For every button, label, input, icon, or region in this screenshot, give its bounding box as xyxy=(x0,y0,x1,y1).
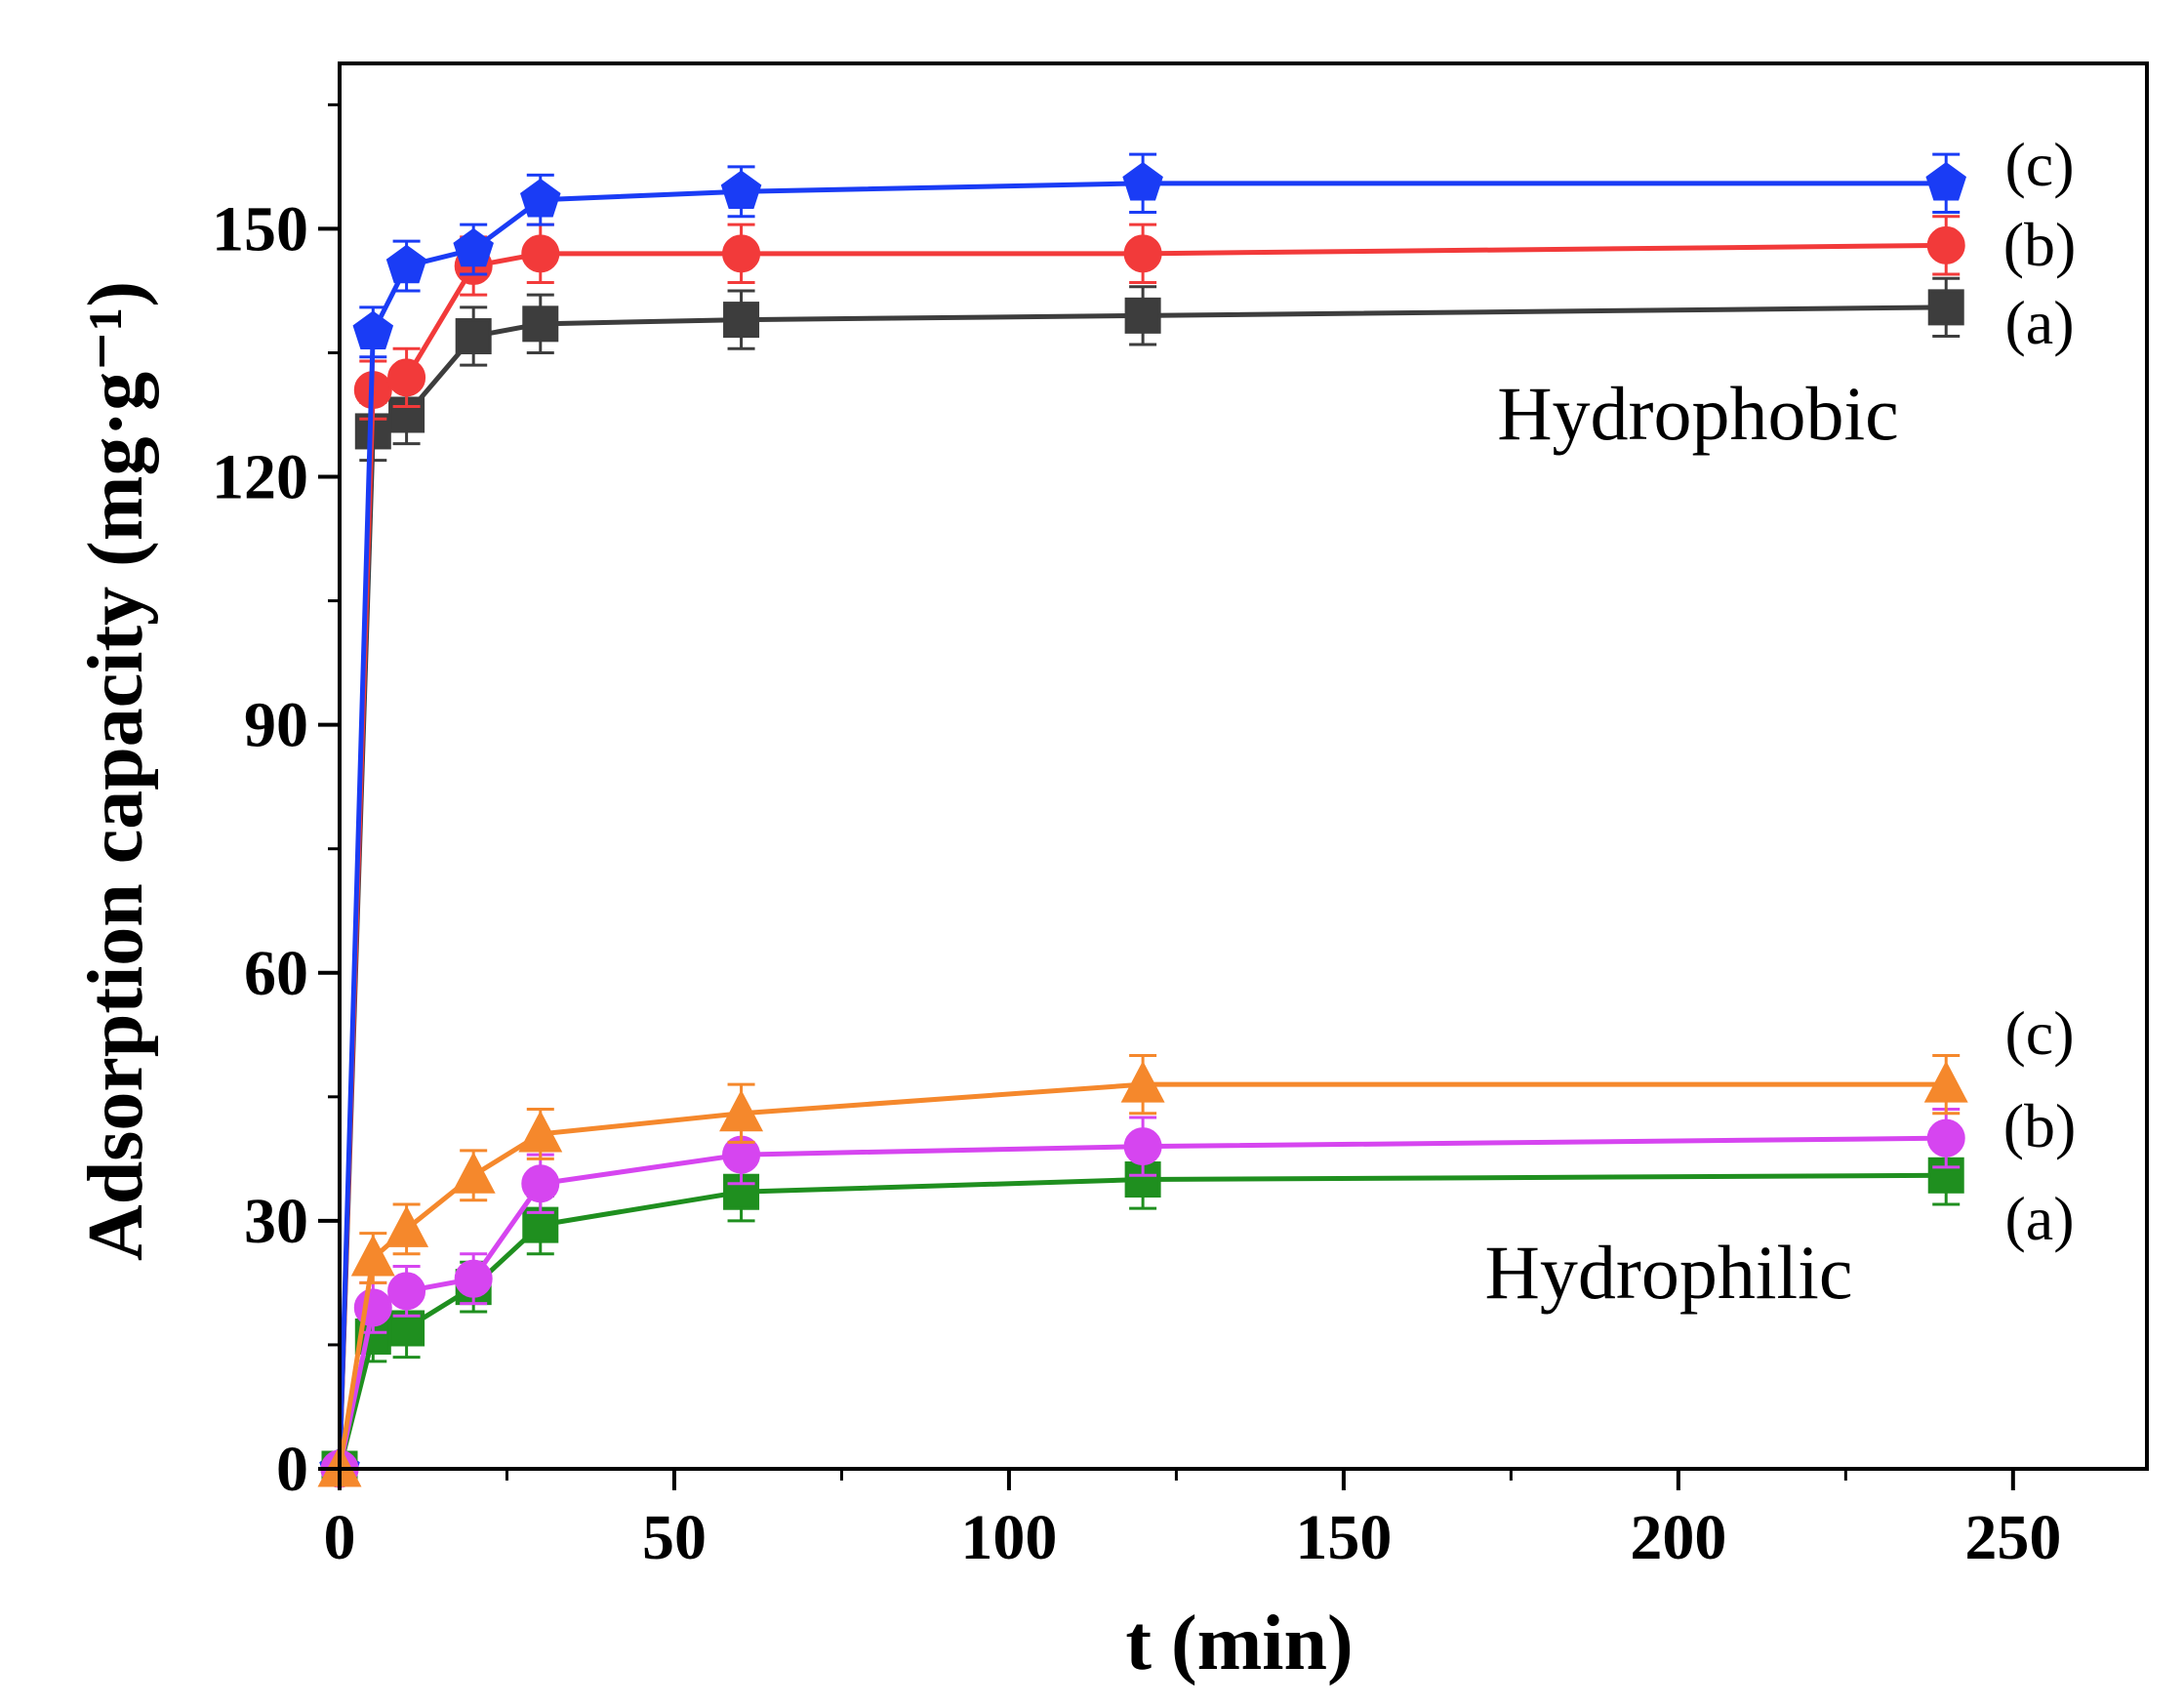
y-axis-title: Adsorption capacity (mg·g⁻¹) xyxy=(73,281,159,1261)
x-tick-label: 200 xyxy=(1630,1502,1726,1573)
data-point-triangle xyxy=(350,1234,395,1277)
y-tick-label: 60 xyxy=(244,938,308,1009)
x-tick-label: 50 xyxy=(642,1502,707,1573)
data-point-triangle xyxy=(1923,1060,1968,1103)
data-point-circle xyxy=(1926,225,1965,264)
data-point-triangle xyxy=(384,1205,429,1247)
x-tick-label: 250 xyxy=(1964,1502,2061,1573)
series-tag: (a) xyxy=(2004,288,2074,357)
data-point-circle xyxy=(387,1272,426,1311)
data-point-circle xyxy=(1123,1127,1162,1166)
x-tick-label: 100 xyxy=(960,1502,1057,1573)
series-tag: (b) xyxy=(2003,210,2077,279)
y-tick-label: 120 xyxy=(212,442,308,513)
series-tag: (c) xyxy=(2004,130,2074,199)
data-point-circle xyxy=(521,1164,560,1203)
data-point-circle xyxy=(1926,1118,1965,1158)
data-point-triangle xyxy=(518,1110,563,1153)
series-hydrophilic-a xyxy=(321,1145,1964,1487)
data-point-pentagon xyxy=(1925,161,1967,201)
plot-frame xyxy=(338,61,2149,1471)
y-tick-label: 90 xyxy=(244,690,308,761)
y-tick-label: 150 xyxy=(212,193,308,264)
data-point-pentagon xyxy=(519,178,561,218)
series-tag: (c) xyxy=(2004,998,2074,1068)
y-tick-label: 0 xyxy=(276,1434,308,1505)
data-point-square xyxy=(522,305,559,343)
series-hydrophobic-c xyxy=(319,152,1967,1486)
data-point-square xyxy=(1927,289,1964,326)
hydrophobic-label: Hydrophobic xyxy=(1497,371,1899,456)
data-point-square xyxy=(455,318,492,355)
data-point-square xyxy=(723,302,760,339)
series-tags: (a) (b) (c) (a) (b) (c) xyxy=(2003,130,2077,1253)
data-point-pentagon xyxy=(720,170,762,209)
data-point-pentagon xyxy=(385,244,427,284)
data-point-circle xyxy=(722,234,761,273)
data-point-pentagon xyxy=(352,310,394,349)
data-point-triangle xyxy=(719,1089,764,1132)
data-point-circle xyxy=(1123,234,1162,273)
x-tick-label: 0 xyxy=(324,1502,356,1573)
data-point-triangle xyxy=(1120,1060,1165,1103)
data-point-pentagon xyxy=(453,227,494,267)
data-point-circle xyxy=(521,234,560,273)
data-point-circle xyxy=(454,1259,493,1298)
series-tag: (b) xyxy=(2003,1091,2077,1160)
data-point-triangle xyxy=(451,1152,496,1194)
series-tag: (a) xyxy=(2004,1184,2074,1253)
hydrophilic-label: Hydrophilic xyxy=(1485,1230,1853,1315)
data-point-pentagon xyxy=(1122,161,1163,201)
axes: 0 30 60 90 120 150 0 50 100 150 200 250 xyxy=(212,61,2149,1573)
data-point-circle xyxy=(387,358,426,397)
x-axis-title: t (min) xyxy=(1125,1601,1353,1686)
data-point-square xyxy=(1124,297,1161,334)
y-tick-label: 30 xyxy=(244,1186,308,1257)
series-line xyxy=(337,1172,1947,1470)
x-tick-label: 150 xyxy=(1295,1502,1392,1573)
